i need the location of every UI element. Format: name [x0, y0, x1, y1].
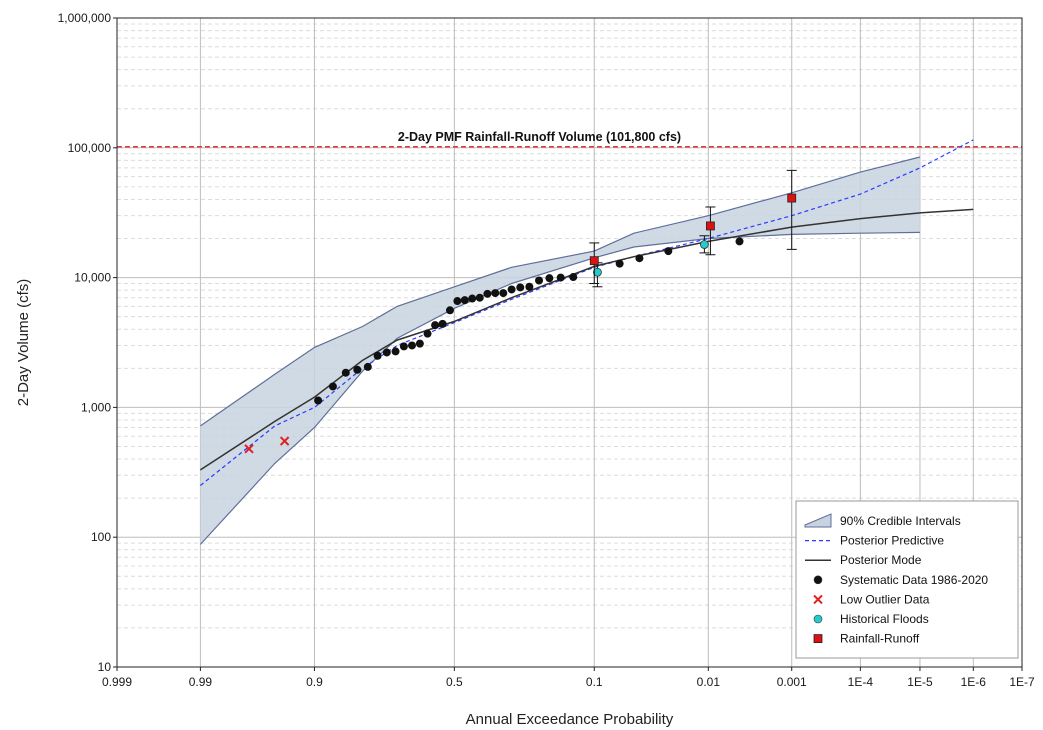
y-tick-label: 100: [91, 530, 111, 544]
systematic-data-1986-2020-point: [635, 254, 644, 263]
x-tick-label: 0.9: [306, 675, 323, 689]
systematic-data-1986-2020-point: [475, 293, 484, 302]
systematic-data-1986-2020-point: [382, 348, 391, 357]
systematic-data-1986-2020-point: [483, 289, 492, 298]
legend-label: Rainfall-Runoff: [840, 632, 920, 646]
legend-label: 90% Credible Intervals: [840, 514, 961, 528]
systematic-data-1986-2020-markers: [314, 237, 744, 405]
systematic-data-1986-2020-point: [373, 351, 382, 360]
pmf-reference-line: 2-Day PMF Rainfall-Runoff Volume (101,80…: [117, 130, 1022, 148]
systematic-data-1986-2020-point: [615, 259, 624, 268]
legend-marker-swatch-b: [813, 594, 823, 605]
legend-label: Posterior Predictive: [840, 534, 944, 548]
y-tick-label: 1,000,000: [58, 11, 112, 25]
systematic-data-1986-2020-point: [556, 273, 565, 282]
historical-floods-markers: [592, 235, 710, 288]
systematic-data-1986-2020-point: [491, 289, 500, 298]
systematic-data-1986-2020-point: [314, 396, 323, 405]
low-outlier-data-point-b: [279, 436, 290, 446]
axes: 10 100 1,000 10,000 100,000 1,000,000 0.999 0.9…: [15, 11, 1035, 728]
legend-item: Low Outlier Data: [813, 592, 930, 606]
legend-label: Posterior Mode: [840, 553, 922, 567]
legend-marker-swatch: [813, 575, 823, 585]
legend-band-swatch: [804, 513, 832, 528]
legend-item: Posterior Mode: [805, 553, 922, 567]
legend-label: Low Outlier Data: [840, 592, 930, 606]
x-axis-title: Annual Exceedance Probability: [466, 711, 674, 728]
y-tick-label: 10,000: [74, 271, 111, 285]
x-tick-label: 1E-7: [1009, 675, 1035, 689]
x-tick-label: 0.99: [189, 675, 213, 689]
systematic-data-1986-2020-point: [391, 347, 400, 356]
systematic-data-1986-2020-point: [353, 365, 362, 374]
legend: 90% Credible Intervals Posterior Predicti…: [795, 500, 1019, 659]
systematic-data-1986-2020-point: [535, 276, 544, 285]
x-tick-label: 1E-6: [961, 675, 987, 689]
rainfall-runoff-point: [787, 193, 797, 203]
credible-band-fill: [200, 157, 920, 545]
x-tick-label: 0.5: [446, 675, 463, 689]
posterior-mode-line: [199, 208, 974, 471]
y-tick-label: 10: [98, 660, 112, 674]
systematic-data-1986-2020-point: [525, 282, 534, 291]
systematic-data-1986-2020-point: [516, 283, 525, 292]
rainfall-runoff-point: [589, 256, 599, 266]
systematic-data-1986-2020-point: [507, 285, 516, 294]
x-tick-label: 0.001: [777, 675, 807, 689]
legend-item: Systematic Data 1986-2020: [813, 573, 988, 587]
legend-box: [795, 500, 1019, 659]
systematic-data-1986-2020-point: [423, 329, 432, 338]
legend-marker-swatch: [813, 614, 823, 624]
legend-item: Historical Floods: [813, 612, 929, 626]
y-tick-label: 100,000: [68, 141, 112, 155]
historical-floods-point: [593, 267, 602, 277]
rainfall-runoff-point: [706, 221, 715, 231]
systematic-data-1986-2020-point: [569, 273, 578, 282]
systematic-data-1986-2020-point: [431, 321, 440, 330]
systematic-data-1986-2020-point: [499, 289, 508, 298]
y-tick-label: 1,000: [81, 400, 111, 414]
systematic-data-1986-2020-point: [363, 362, 372, 371]
systematic-data-1986-2020-point: [407, 341, 416, 350]
systematic-data-1986-2020-point: [341, 368, 350, 377]
x-tick-label: 0.1: [586, 675, 603, 689]
systematic-data-1986-2020-point: [399, 342, 408, 351]
plot-frame: [116, 17, 1023, 668]
systematic-data-1986-2020-point: [445, 306, 454, 315]
credible-interval-band: [199, 156, 921, 545]
legend-label: Systematic Data 1986-2020: [840, 573, 988, 587]
x-tick-label: 0.999: [102, 675, 132, 689]
x-tick-label: 1E-4: [848, 675, 874, 689]
systematic-data-1986-2020-point: [453, 297, 462, 306]
legend-item: Posterior Predictive: [805, 534, 944, 548]
legend-marker-swatch: [813, 634, 823, 643]
systematic-data-1986-2020-point: [664, 247, 673, 256]
low-outlier-data-markers: [244, 436, 290, 454]
historical-floods-point: [699, 240, 709, 249]
legend-item: Rainfall-Runoff: [813, 632, 920, 646]
rainfall-runoff-markers: [589, 169, 797, 285]
pmf-label: 2-Day PMF Rainfall-Runoff Volume (101,80…: [398, 130, 681, 144]
systematic-data-1986-2020-point: [415, 339, 424, 348]
systematic-data-1986-2020-point: [468, 294, 477, 303]
posterior-predictive-line: [200, 139, 974, 486]
systematic-data-1986-2020-point: [438, 319, 447, 328]
systematic-data-1986-2020-point: [328, 382, 337, 391]
systematic-data-1986-2020-point: [460, 296, 469, 305]
legend-label: Historical Floods: [840, 612, 929, 626]
low-outlier-data-point-b: [244, 444, 254, 454]
legend-item: 90% Credible Intervals: [804, 513, 961, 528]
x-tick-label: 0.01: [697, 675, 721, 689]
systematic-data-1986-2020-point: [545, 274, 554, 283]
plot-border: [116, 17, 1023, 668]
x-tick-label: 1E-5: [907, 675, 933, 689]
y-axis-title: 2-Day Volume (cfs): [15, 279, 32, 407]
series-group: [199, 139, 974, 486]
systematic-data-1986-2020-point: [735, 237, 744, 246]
